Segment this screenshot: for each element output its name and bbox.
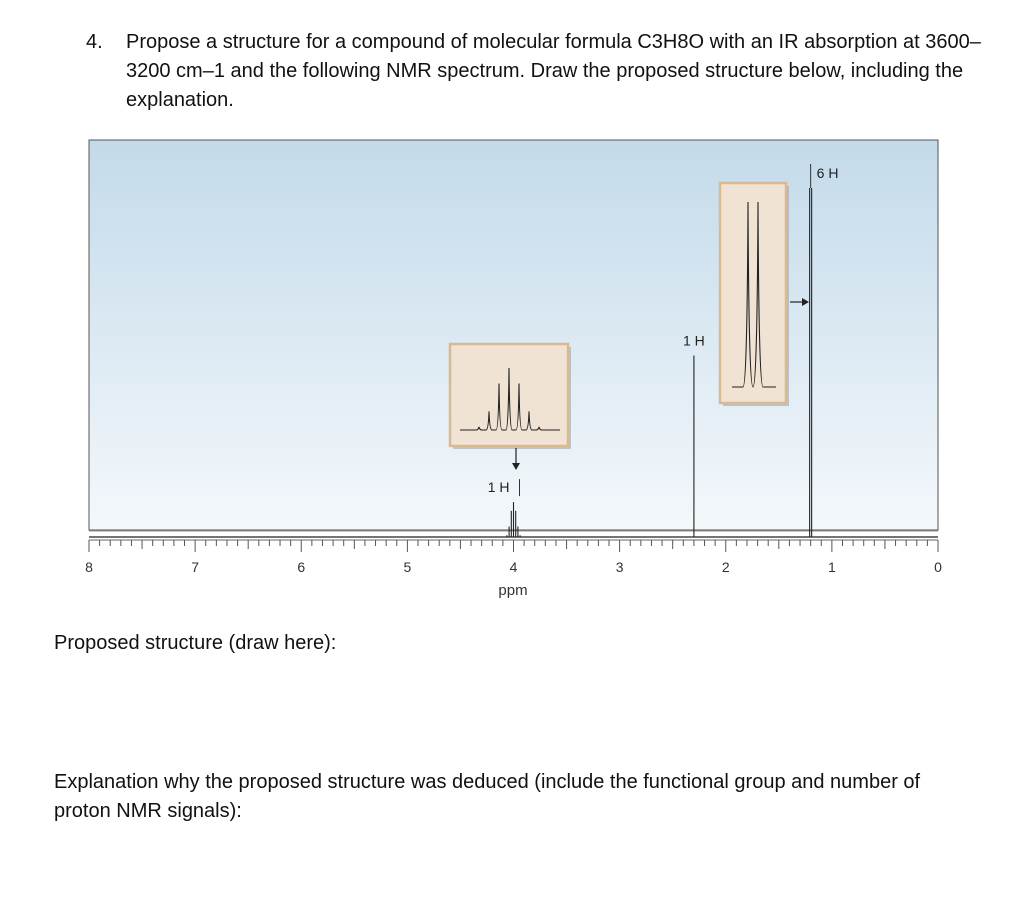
structure-label: Proposed structure (draw here):: [54, 632, 337, 654]
x-tick-label: 6: [297, 559, 305, 575]
question-text: Propose a structure for a compound of mo…: [126, 31, 981, 111]
integration-label: 6 H: [817, 165, 839, 181]
x-tick-label: 1: [828, 559, 836, 575]
x-tick-label: 4: [510, 559, 518, 575]
x-tick-label: 5: [403, 559, 411, 575]
arrow-head: [802, 298, 809, 306]
integration-label: 1 H: [488, 479, 510, 495]
x-axis-tick-labels: 8 7 6 5 4 3 2 1 0: [85, 559, 942, 575]
inset-box-doublet: [718, 181, 788, 405]
x-tick-label: 3: [616, 559, 624, 575]
inset-trace-septet: [460, 367, 560, 431]
arrow-head: [512, 463, 520, 470]
integration-label: 1 H: [683, 333, 705, 349]
inset-trace-doublet: [732, 201, 776, 388]
insets: [448, 181, 809, 470]
x-axis-label: ppm: [498, 582, 527, 599]
peaks: 1 H 1 H 6 H: [89, 164, 938, 538]
spectrum-frame: [88, 139, 939, 531]
question-number: 4.: [86, 31, 103, 53]
x-axis-ticks: [88, 530, 939, 552]
nmr-spectrum: 8 7 6 5 4 3 2 1 0 ppm 1 H 1 H 6 H: [85, 139, 942, 599]
x-tick-label: 8: [85, 559, 93, 575]
x-tick-label: 7: [191, 559, 199, 575]
x-tick-label: 2: [722, 559, 730, 575]
explanation-label: Explanation why the proposed structure w…: [54, 771, 921, 822]
x-tick-label: 0: [934, 559, 942, 575]
